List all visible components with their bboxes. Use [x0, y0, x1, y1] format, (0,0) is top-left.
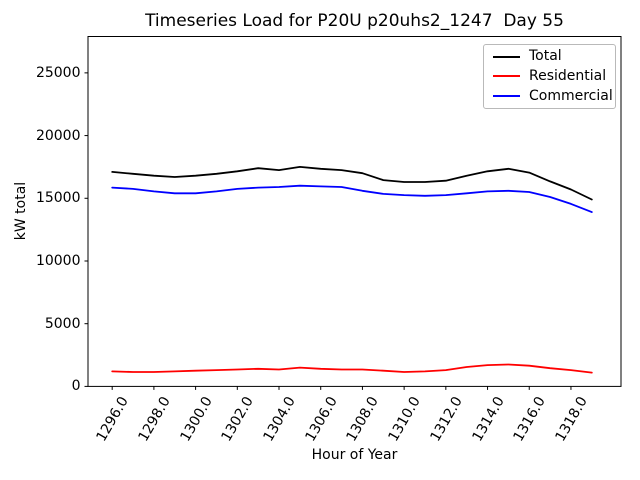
legend-item-commercial: Commercial: [484, 88, 615, 105]
plot-frame: [87, 36, 622, 387]
chart-title: Timeseries Load for P20U p20uhs2_1247 Da…: [145, 11, 564, 31]
y-tick-label: 25000: [35, 64, 81, 81]
y-axis-label: kW total: [13, 181, 29, 241]
series-line-total: [111, 165, 593, 201]
series-line-residential: [111, 363, 593, 374]
legend: Total Residential Commercial: [483, 44, 616, 109]
x-axis-label: Hour of Year: [311, 447, 398, 463]
series-line-commercial: [111, 184, 593, 214]
legend-line-sample-total: [493, 55, 520, 58]
legend-line-sample-residential: [493, 75, 520, 78]
y-tick-label: 0: [71, 378, 81, 395]
y-tick-label: 20000: [35, 127, 81, 144]
y-tick-label: 15000: [35, 190, 81, 207]
y-tick-label: 5000: [44, 315, 81, 332]
legend-item-total: Total: [484, 48, 615, 65]
legend-line-sample-commercial: [493, 95, 520, 98]
legend-label-total: Total: [529, 48, 562, 65]
legend-item-residential: Residential: [484, 68, 615, 85]
legend-label-commercial: Commercial: [529, 87, 613, 104]
legend-label-residential: Residential: [529, 67, 607, 84]
y-tick-label: 10000: [35, 252, 81, 269]
